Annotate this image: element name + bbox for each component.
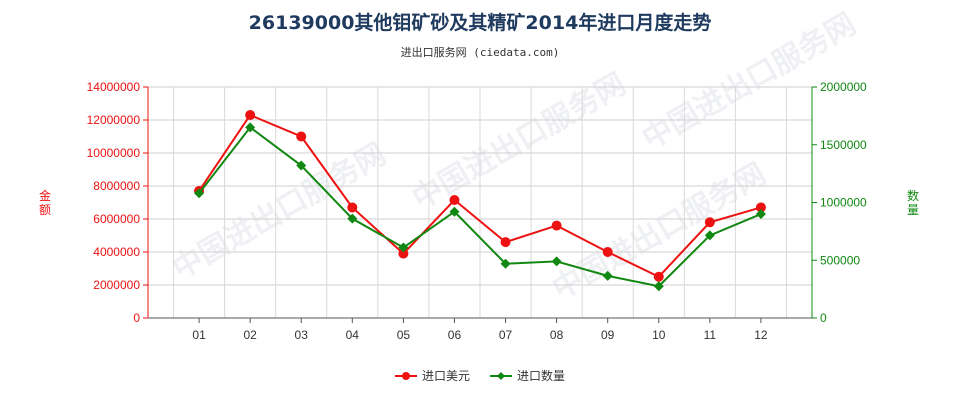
x-tick-label: 09 (601, 328, 615, 342)
left-tick-label: 12000000 (87, 113, 141, 127)
series-2-point (449, 206, 460, 217)
series-1-point (653, 271, 664, 282)
chart-subtitle: 进出口服务网 (ciedata.com) (400, 46, 560, 59)
series-1-point (245, 110, 256, 121)
x-tick-label: 12 (754, 328, 768, 342)
legend: 进口美元 进口数量 (395, 368, 565, 383)
series-line-2 (198, 126, 762, 288)
series-2-point (704, 230, 715, 241)
x-tick-label: 10 (652, 328, 666, 342)
series-1-point (551, 220, 562, 231)
x-tick-label: 07 (499, 328, 513, 342)
left-tick-label: 10000000 (87, 146, 141, 160)
series-1-point (347, 202, 358, 213)
x-tick-label: 06 (448, 328, 462, 342)
right-tick-label: 1500000 (820, 138, 867, 152)
series-line-1 (198, 113, 762, 278)
series-2-point (500, 258, 511, 269)
right-tick-label: 2000000 (820, 80, 867, 94)
series-2-point (653, 281, 664, 292)
series-1-point (755, 202, 766, 213)
left-tick-label: 2000000 (93, 278, 140, 292)
x-tick-label: 05 (397, 328, 411, 342)
left-tick-label: 8000000 (93, 179, 140, 193)
axes-layer: 0200000040000006000000800000010000000120… (39, 80, 919, 342)
series-1-point (704, 217, 715, 228)
x-tick-label: 02 (243, 328, 257, 342)
series-2-point (398, 242, 409, 253)
right-tick-label: 1000000 (820, 196, 867, 210)
right-tick-label: 0 (820, 311, 827, 325)
series-2-point (245, 122, 256, 133)
right-axis-title: 数量 (907, 188, 919, 217)
x-tick-label: 01 (192, 328, 206, 342)
left-tick-label: 14000000 (87, 80, 141, 94)
series-1-point (296, 131, 307, 142)
series-2-point (551, 256, 562, 267)
x-tick-label: 04 (346, 328, 360, 342)
chart-title: 26139000其他钼矿砂及其精矿2014年进口月度走势 (248, 12, 712, 34)
series-2-point (755, 209, 766, 220)
left-tick-label: 4000000 (93, 245, 140, 259)
series-1-point (398, 248, 409, 259)
watermark-text: 中国进出口服务网 (407, 67, 632, 217)
series-2-point (194, 188, 205, 199)
series-2-point (347, 213, 358, 224)
series-1-point (602, 247, 613, 257)
series-2-point (296, 160, 307, 171)
legend-label-2: 进口数量 (517, 368, 565, 383)
legend-label-1: 进口美元 (422, 369, 470, 383)
right-tick-label: 500000 (820, 253, 860, 267)
legend-swatch-marker-1 (402, 372, 410, 380)
x-tick-label: 03 (295, 328, 309, 342)
series-1-point (500, 237, 511, 248)
series-layer (194, 110, 766, 292)
left-tick-label: 6000000 (93, 212, 140, 226)
x-tick-label: 11 (704, 328, 717, 342)
series-2-point (602, 270, 613, 281)
legend-swatch-marker-2 (497, 372, 505, 380)
x-tick-label: 08 (550, 328, 564, 342)
left-axis-title: 金额 (39, 188, 51, 217)
left-tick-label: 0 (133, 311, 140, 325)
series-1-point (449, 195, 460, 206)
